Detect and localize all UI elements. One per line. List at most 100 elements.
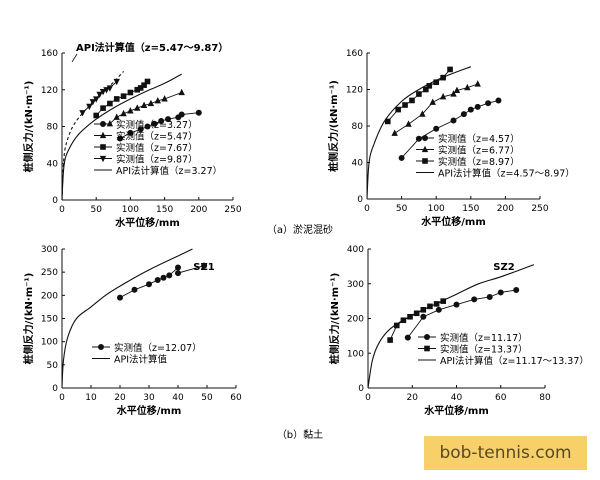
data-point <box>120 109 127 117</box>
series <box>79 78 120 117</box>
data-point <box>387 337 393 343</box>
data-point <box>495 97 502 104</box>
data-point <box>151 120 158 127</box>
series-line <box>389 300 444 341</box>
series <box>366 66 471 200</box>
data-point <box>471 296 478 303</box>
data-point <box>201 262 208 269</box>
y-tick-label: 80 <box>352 122 364 132</box>
y-tick-label: 80 <box>47 123 59 133</box>
data-point <box>440 298 447 304</box>
data-point <box>453 301 460 308</box>
data-point <box>423 86 429 93</box>
annotation-leader <box>71 53 78 63</box>
x-tick-label: 0 <box>365 393 371 403</box>
data-point <box>146 281 152 288</box>
y-tick-label: 0 <box>52 196 58 206</box>
x-tick-label: 20 <box>114 393 126 403</box>
legend-entry: 实测值（z=11.17） <box>440 332 528 344</box>
data-point <box>161 95 168 102</box>
series <box>93 78 151 119</box>
data-point <box>497 289 504 296</box>
series <box>117 262 208 301</box>
data-point <box>398 154 405 161</box>
y-tick-label: 0 <box>357 195 363 205</box>
data-point <box>402 102 408 108</box>
x-tick-label: 20 <box>407 393 419 403</box>
data-point <box>103 87 110 94</box>
x-tick-label: 40 <box>172 393 184 403</box>
x-tick-label: 40 <box>451 393 463 403</box>
data-point <box>195 109 202 116</box>
series <box>384 66 453 125</box>
series <box>61 73 182 201</box>
y-tick-label: 160 <box>41 49 58 59</box>
series-line <box>109 92 182 125</box>
data-point <box>100 105 106 111</box>
data-point <box>113 96 120 102</box>
legend-entry: 实测值（z=5.47） <box>116 131 198 143</box>
data-point <box>433 79 439 85</box>
legend: 实测值（z=11.17）实测值（z=13.37）API法计算值（z=11.17～… <box>418 332 589 367</box>
data-point <box>158 117 165 124</box>
data-point <box>131 286 138 293</box>
legend-marker <box>98 344 104 350</box>
data-point <box>134 86 141 93</box>
data-point <box>416 91 422 97</box>
chart-title: SZ2 <box>493 262 514 273</box>
data-point <box>166 272 173 279</box>
y-tick-label: 300 <box>41 245 58 255</box>
data-point <box>486 293 493 300</box>
data-point <box>117 135 124 142</box>
x-axis-label: 水平位移/mm <box>423 404 489 417</box>
series <box>106 88 185 127</box>
x-tick-label: 150 <box>156 205 173 215</box>
y-tick-label: 100 <box>41 338 58 348</box>
data-point <box>86 103 93 111</box>
legend-entry: 实测值（z=8.97） <box>438 156 520 168</box>
y-tick-label: 40 <box>352 159 364 169</box>
y-tick-label: 150 <box>41 315 58 325</box>
series-line <box>407 289 517 338</box>
y-tick-label: 160 <box>346 49 363 59</box>
data-point <box>429 98 436 105</box>
legend-marker <box>424 334 430 340</box>
data-point <box>453 86 461 94</box>
data-point <box>474 80 481 87</box>
legend-entry: 实测值（z=3.27） <box>116 119 198 131</box>
x-tick-label: 150 <box>462 204 479 214</box>
data-point <box>439 93 447 100</box>
data-point <box>405 120 412 127</box>
data-point <box>460 111 467 118</box>
series-line <box>366 66 471 200</box>
legend-entry: API法计算值（z=4.57～8.97） <box>438 168 575 180</box>
y-tick-label: 300 <box>347 280 364 290</box>
x-axis-label: 水平位移/mm <box>114 216 180 229</box>
chart-a-left: 0 50 100 150 200 250 0 40 80 120 160 水平位移/mm 桩侧反力/(k… <box>22 41 242 229</box>
data-point <box>160 274 167 281</box>
data-point <box>127 89 134 96</box>
data-point <box>384 118 391 125</box>
series-line <box>119 265 205 298</box>
x-tick-label: 60 <box>230 393 242 403</box>
y-tick-label: 400 <box>347 245 364 255</box>
data-point <box>175 264 181 271</box>
series <box>117 109 202 142</box>
series <box>404 287 520 341</box>
legend-entry: 实测值（z=7.67） <box>116 142 198 154</box>
x-tick-label: 60 <box>495 393 507 403</box>
legend: 实测值（z=4.57）实测值（z=6.77）实测值（z=8.97）API法计算值… <box>416 133 575 180</box>
data-point <box>450 90 457 97</box>
x-tick-label: 50 <box>201 393 213 403</box>
data-point <box>178 88 185 96</box>
data-point <box>144 78 151 85</box>
x-tick-label: 0 <box>59 205 65 215</box>
data-point <box>447 66 453 73</box>
legend-marker <box>422 135 428 141</box>
legend: 实测值（z=3.27）实测值（z=5.47）实测值（z=7.67）实测值（z=9… <box>94 119 222 177</box>
y-tick-label: 50 <box>47 361 59 371</box>
chart-b-right: 0 20 40 60 80 0 100 200 300 400 水平位移/mm 桩侧反力/(kN·m⁻… <box>328 245 589 417</box>
x-tick-label: 250 <box>531 204 548 214</box>
data-point <box>165 116 172 123</box>
legend-marker <box>421 145 429 153</box>
